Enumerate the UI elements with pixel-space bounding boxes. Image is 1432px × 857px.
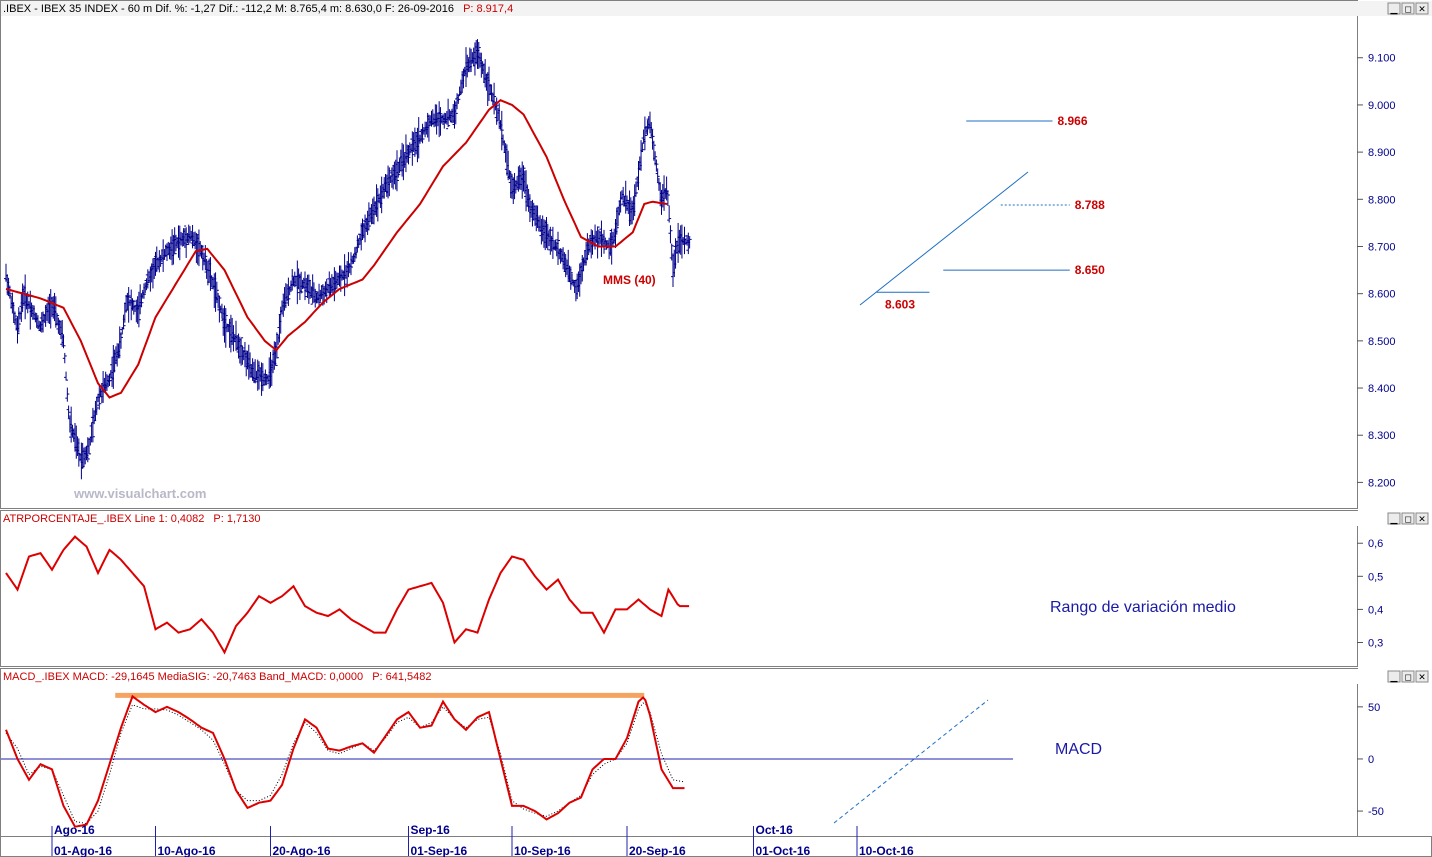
price-tick-label: 8.700 (1368, 241, 1396, 253)
date-label: 01-Oct-16 (756, 844, 811, 857)
atr-header-p: P: 1,7130 (213, 513, 260, 525)
atr-tick-label: 0,5 (1368, 571, 1383, 583)
macd-line (5, 694, 685, 828)
price-axis: 8.200 8.300 8.400 8.500 8.600 8.700 8.800 8.900… (1357, 53, 1396, 489)
svg-text:✕: ✕ (1418, 672, 1426, 682)
macd-header: MACD_.IBEX MACD: -29,1645 MediaSIG: -20,… (3, 671, 363, 683)
atr-window-buttons: ▁ ◻ ✕ (1387, 512, 1429, 525)
macd-window-buttons: ▁ ◻ ✕ (1387, 670, 1429, 683)
levels-layer: 8.966 8.788 8.650 8.603 (876, 114, 1105, 311)
price-window-buttons: ▁ ◻ ✕ (1387, 2, 1429, 15)
svg-text:ATRPORCENTAJE_.IBEX Line 1: 0: ATRPORCENTAJE_.IBEX Line 1: 0,4082 P: 1,… (3, 513, 261, 525)
macd-tick-label: 50 (1368, 702, 1380, 714)
atr-annotation: Rango de variación medio (1050, 599, 1236, 616)
mms-line (5, 99, 668, 399)
close-button[interactable]: ✕ (1415, 2, 1429, 15)
minimize-button[interactable]: ▁ (1387, 512, 1401, 525)
atr-tick-label: 0,4 (1368, 604, 1383, 616)
time-axis: 01-Ago-16 10-Ago-16 20-Ago-16 01-Sep-16 10-S… (51, 823, 914, 857)
date-label: 20-Sep-16 (629, 844, 686, 857)
atr-header: ATRPORCENTAJE_.IBEX Line 1: 0,4082 (3, 513, 204, 525)
mms-line-layer (5, 99, 668, 399)
price-header-p: P: 8.917,4 (463, 3, 513, 15)
date-label: 01-Ago-16 (54, 844, 112, 857)
price-tick-label: 8.300 (1368, 430, 1396, 442)
macd-header-p: P: 641,5482 (372, 671, 431, 683)
price-tick-label: 8.400 (1368, 383, 1396, 395)
price-tick-label: 9.100 (1368, 53, 1396, 65)
macd-tick-label: 0 (1368, 754, 1374, 766)
atr-layer: 0,3 0,4 0,5 0,6 (5, 535, 1383, 655)
macd-layer: 50 0 -50 (1, 692, 1384, 828)
svg-text:MACD_.IBEX MACD: -29,1645 Me: MACD_.IBEX MACD: -29,1645 MediaSIG: -20,… (3, 671, 432, 683)
date-label: 10-Oct-16 (859, 844, 914, 857)
price-tick-label: 8.800 (1368, 194, 1396, 206)
price-trendline (859, 171, 1029, 306)
date-label: 01-Sep-16 (411, 844, 468, 857)
svg-text:◻: ◻ (1404, 4, 1411, 14)
atr-tick-label: 0,6 (1368, 538, 1383, 550)
close-button[interactable]: ✕ (1415, 512, 1429, 525)
svg-text:▁: ▁ (1390, 514, 1399, 525)
mms-label: MMS (40) (603, 273, 656, 287)
level-label: 8.966 (1058, 114, 1088, 128)
price-header: .IBEX - IBEX 35 INDEX - 60 m Dif. %: -1,… (3, 3, 454, 15)
level-label: 8.603 (885, 297, 915, 311)
atr-line (5, 535, 690, 655)
price-tick-label: 8.600 (1368, 289, 1396, 301)
macd-tick-label: -50 (1368, 806, 1384, 818)
svg-text:◻: ◻ (1404, 514, 1411, 524)
svg-text:◻: ◻ (1404, 672, 1411, 682)
date-label: 10-Sep-16 (514, 844, 571, 857)
price-tick-label: 8.500 (1368, 336, 1396, 348)
level-label: 8.788 (1075, 198, 1105, 212)
macd-trendline (833, 699, 989, 824)
watermark: www.visualchart.com (73, 486, 206, 501)
date-label: 20-Ago-16 (273, 844, 331, 857)
atr-tick-label: 0,3 (1368, 637, 1383, 649)
restore-button[interactable]: ◻ (1401, 670, 1415, 683)
price-tick-label: 8.200 (1368, 477, 1396, 489)
month-label: Oct-16 (756, 823, 794, 837)
month-label: Sep-16 (411, 823, 451, 837)
svg-text:▁: ▁ (1390, 4, 1399, 15)
close-button[interactable]: ✕ (1415, 670, 1429, 683)
svg-text:✕: ✕ (1418, 4, 1426, 14)
svg-text:▁: ▁ (1390, 672, 1399, 683)
price-tick-label: 8.900 (1368, 147, 1396, 159)
macd-annotation: MACD (1055, 741, 1102, 758)
atr-panel-frame (0, 510, 1358, 667)
restore-button[interactable]: ◻ (1401, 512, 1415, 525)
level-label: 8.650 (1075, 263, 1105, 277)
minimize-button[interactable]: ▁ (1387, 670, 1401, 683)
restore-button[interactable]: ◻ (1401, 2, 1415, 15)
minimize-button[interactable]: ▁ (1387, 2, 1401, 15)
price-panel-frame (0, 0, 1358, 509)
svg-text:✕: ✕ (1418, 514, 1426, 524)
date-label: 10-Ago-16 (158, 844, 216, 857)
svg-text:.IBEX - IBEX 35 INDEX - 60 m: .IBEX - IBEX 35 INDEX - 60 m Dif. %: -1,… (3, 3, 513, 15)
month-label: Ago-16 (54, 823, 95, 837)
price-tick-label: 9.000 (1368, 100, 1396, 112)
